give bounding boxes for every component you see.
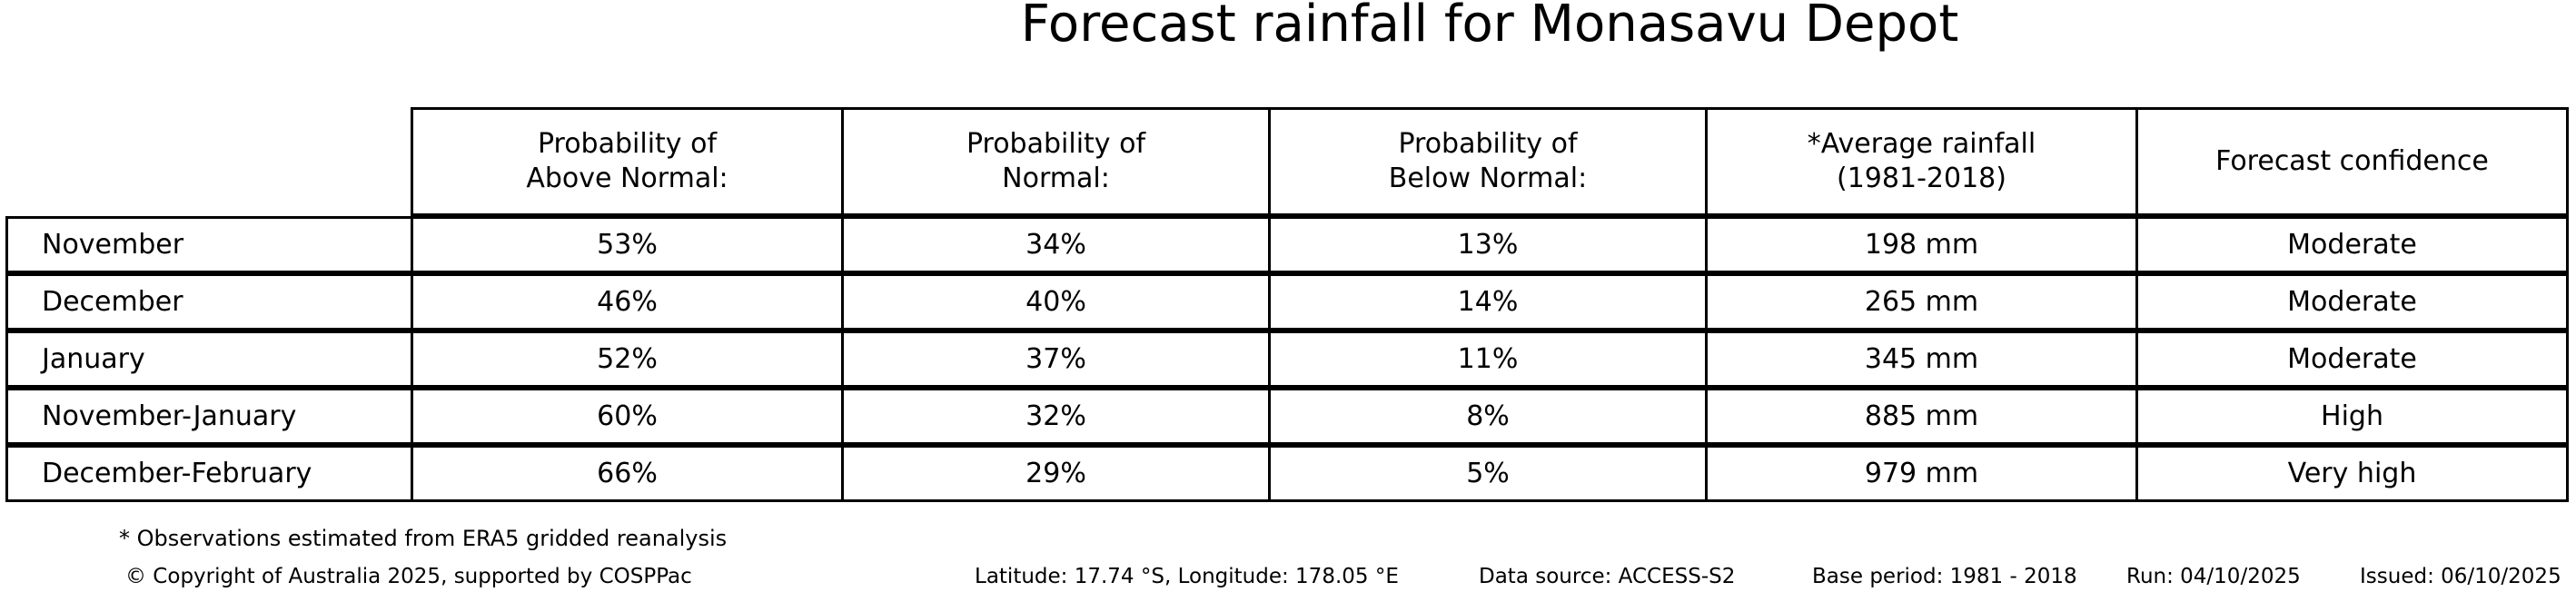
table-row-december: December 46% 40% 14% 265 mm Moderate bbox=[5, 273, 2569, 331]
copyright-text: © Copyright of Australia 2025, supported… bbox=[125, 565, 692, 588]
cell-forecast-confidence: Moderate bbox=[2135, 276, 2566, 328]
cell-below-normal: 13% bbox=[1268, 219, 1705, 271]
cell-average-rainfall: 885 mm bbox=[1705, 390, 2135, 442]
cell-below-normal: 5% bbox=[1268, 448, 1705, 499]
cell-normal: 34% bbox=[841, 219, 1268, 271]
footnote: * Observations estimated from ERA5 gridd… bbox=[119, 526, 728, 551]
cell-normal: 40% bbox=[841, 276, 1268, 328]
cell-forecast-confidence: Moderate bbox=[2135, 219, 2566, 271]
cell-forecast-confidence: Very high bbox=[2135, 448, 2566, 499]
cell-above-normal: 53% bbox=[411, 219, 841, 271]
table-header-row: Probability of Above Normal: Probability… bbox=[411, 107, 2569, 216]
issued-date-text: Issued: 06/10/2025 bbox=[2360, 565, 2561, 588]
base-period-text: Base period: 1981 - 2018 bbox=[1812, 565, 2077, 588]
column-header-normal: Probability of Normal: bbox=[841, 110, 1268, 213]
table-row-november-january: November-January 60% 32% 8% 885 mm High bbox=[5, 388, 2569, 445]
row-label: January bbox=[42, 343, 145, 375]
cell-above-normal: 52% bbox=[411, 333, 841, 385]
column-header-above-normal: Probability of Above Normal: bbox=[526, 128, 728, 194]
page-title: Forecast rainfall for Monasavu Depot bbox=[1020, 0, 1959, 54]
column-header-average-rainfall: *Average rainfall (1981-2018) bbox=[1705, 110, 2135, 213]
cell-normal: 32% bbox=[841, 390, 1268, 442]
table-row-november: November 53% 34% 13% 198 mm Moderate bbox=[5, 216, 2569, 273]
cell-forecast-confidence: Moderate bbox=[2135, 333, 2566, 385]
cell-forecast-confidence: High bbox=[2135, 390, 2566, 442]
cell-normal: 37% bbox=[841, 333, 1268, 385]
cell-average-rainfall: 345 mm bbox=[1705, 333, 2135, 385]
column-header-below-normal: Probability of Below Normal: bbox=[1268, 110, 1705, 213]
cell-above-normal: 46% bbox=[411, 276, 841, 328]
cell-below-normal: 14% bbox=[1268, 276, 1705, 328]
cell-above-normal: 60% bbox=[411, 390, 841, 442]
data-source-text: Data source: ACCESS-S2 bbox=[1479, 565, 1736, 588]
table-row-january: January 52% 37% 11% 345 mm Moderate bbox=[5, 331, 2569, 388]
row-label: November bbox=[42, 229, 184, 261]
column-header-forecast-confidence: Forecast confidence bbox=[2135, 110, 2566, 213]
row-label: December bbox=[42, 286, 183, 318]
cell-below-normal: 8% bbox=[1268, 390, 1705, 442]
row-label: November-January bbox=[42, 400, 297, 432]
cell-average-rainfall: 198 mm bbox=[1705, 219, 2135, 271]
run-date-text: Run: 04/10/2025 bbox=[2126, 565, 2301, 588]
cell-average-rainfall: 265 mm bbox=[1705, 276, 2135, 328]
cell-below-normal: 11% bbox=[1268, 333, 1705, 385]
row-label: December-February bbox=[42, 458, 312, 489]
location-text: Latitude: 17.74 °S, Longitude: 178.05 °E bbox=[975, 565, 1399, 588]
table-body: November 53% 34% 13% 198 mm Moderate Dec… bbox=[5, 216, 2569, 502]
cell-average-rainfall: 979 mm bbox=[1705, 448, 2135, 499]
cell-above-normal: 66% bbox=[411, 448, 841, 499]
table-row-december-february: December-February 66% 29% 5% 979 mm Very… bbox=[5, 445, 2569, 502]
cell-normal: 29% bbox=[841, 448, 1268, 499]
